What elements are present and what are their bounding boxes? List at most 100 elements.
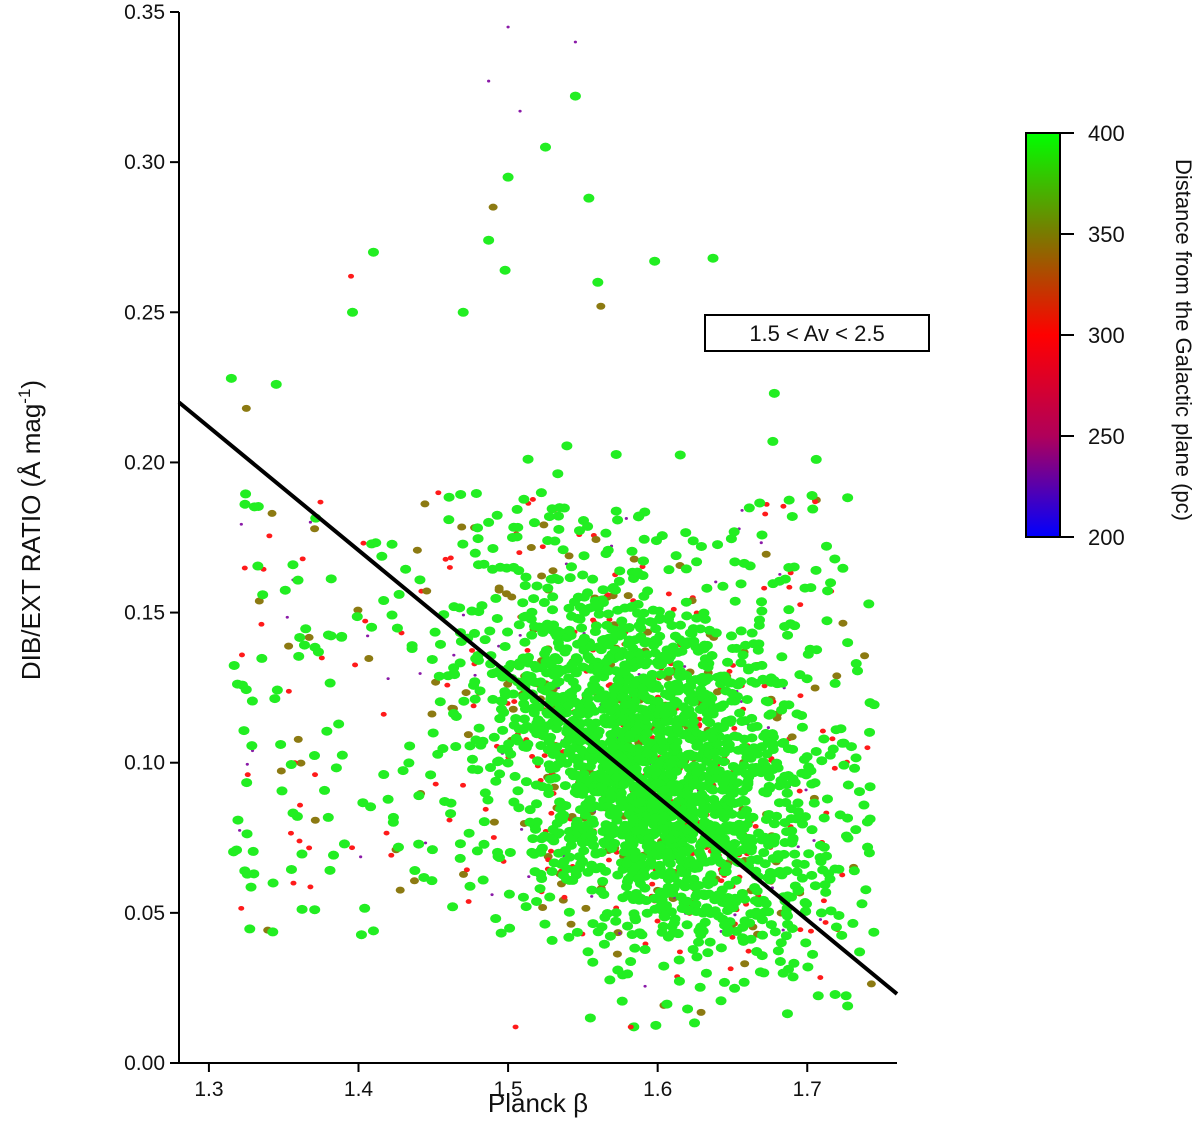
data-point xyxy=(439,796,451,806)
data-point xyxy=(610,449,622,459)
data-point xyxy=(228,660,240,670)
data-point xyxy=(519,581,531,591)
data-point xyxy=(310,525,320,533)
data-point xyxy=(533,702,545,712)
data-point xyxy=(726,688,738,698)
data-point xyxy=(267,878,279,888)
data-point xyxy=(623,637,635,647)
data-point xyxy=(539,649,551,659)
data-point xyxy=(504,923,516,933)
data-point xyxy=(751,886,763,896)
data-point xyxy=(809,881,821,891)
data-point xyxy=(359,903,371,913)
data-point xyxy=(654,613,666,623)
data-point xyxy=(780,908,792,918)
data-point xyxy=(522,454,534,464)
data-point xyxy=(683,665,687,668)
data-point xyxy=(442,556,449,562)
data-point xyxy=(376,551,388,561)
data-point xyxy=(659,709,671,719)
data-point xyxy=(526,630,538,640)
data-point xyxy=(494,562,506,572)
colorbar-tick-label: 200 xyxy=(1088,525,1125,550)
data-point xyxy=(687,536,699,546)
data-point xyxy=(818,842,830,852)
data-point xyxy=(512,736,524,746)
data-point xyxy=(731,725,738,731)
data-point xyxy=(563,907,575,917)
data-point xyxy=(308,520,313,524)
data-point xyxy=(603,653,615,663)
data-point xyxy=(680,528,692,538)
data-point xyxy=(740,640,752,650)
data-point xyxy=(665,758,677,768)
data-point xyxy=(699,614,711,624)
data-point xyxy=(378,770,390,780)
data-point xyxy=(804,644,816,654)
data-point xyxy=(767,436,779,446)
data-point xyxy=(830,922,842,932)
data-point xyxy=(567,677,579,687)
data-point xyxy=(503,889,515,899)
data-point xyxy=(803,849,815,859)
data-point xyxy=(541,623,553,633)
data-point xyxy=(317,499,324,505)
data-point xyxy=(577,838,589,848)
data-point xyxy=(491,613,503,623)
data-point xyxy=(554,797,566,807)
data-point xyxy=(624,835,636,845)
data-point xyxy=(366,634,370,638)
data-point xyxy=(818,918,823,921)
data-point xyxy=(764,783,776,793)
data-point xyxy=(488,203,498,211)
data-point xyxy=(563,833,575,843)
data-point xyxy=(623,592,633,600)
data-point xyxy=(564,552,574,560)
data-point xyxy=(600,549,612,559)
data-point xyxy=(380,711,387,717)
data-point xyxy=(524,648,531,653)
data-point xyxy=(628,679,640,689)
data-point xyxy=(517,653,529,663)
data-point xyxy=(552,469,564,479)
data-point xyxy=(581,904,591,912)
data-point xyxy=(526,544,536,552)
data-point xyxy=(527,834,539,844)
data-point xyxy=(531,896,543,906)
data-point xyxy=(831,765,838,771)
data-point xyxy=(780,931,792,941)
data-point xyxy=(797,693,804,699)
data-point xyxy=(239,522,243,526)
data-point xyxy=(452,653,456,657)
data-point xyxy=(858,800,870,810)
data-point xyxy=(473,723,485,733)
data-point xyxy=(688,636,700,646)
data-point xyxy=(723,880,735,890)
data-point xyxy=(513,803,525,813)
data-point xyxy=(478,817,490,827)
data-point xyxy=(796,788,803,794)
data-point xyxy=(542,783,554,793)
data-point xyxy=(806,870,818,880)
y-axis-title: DIB/EXT RATIO (Å mag-1) xyxy=(15,380,46,680)
data-point xyxy=(717,700,729,710)
data-point xyxy=(718,977,730,987)
data-point xyxy=(631,826,643,836)
data-point xyxy=(469,694,481,704)
data-point xyxy=(497,644,501,648)
data-point xyxy=(669,821,681,831)
data-point xyxy=(754,967,766,977)
data-point xyxy=(654,918,661,924)
data-point xyxy=(367,247,379,257)
data-point xyxy=(629,847,641,857)
data-point xyxy=(653,606,665,616)
data-point xyxy=(472,523,484,533)
data-point xyxy=(571,708,583,718)
data-point xyxy=(717,778,729,788)
data-point xyxy=(648,893,660,903)
data-point xyxy=(254,597,264,605)
data-point xyxy=(799,898,811,908)
data-point xyxy=(550,629,562,639)
data-point xyxy=(437,744,449,754)
data-point xyxy=(765,920,777,930)
